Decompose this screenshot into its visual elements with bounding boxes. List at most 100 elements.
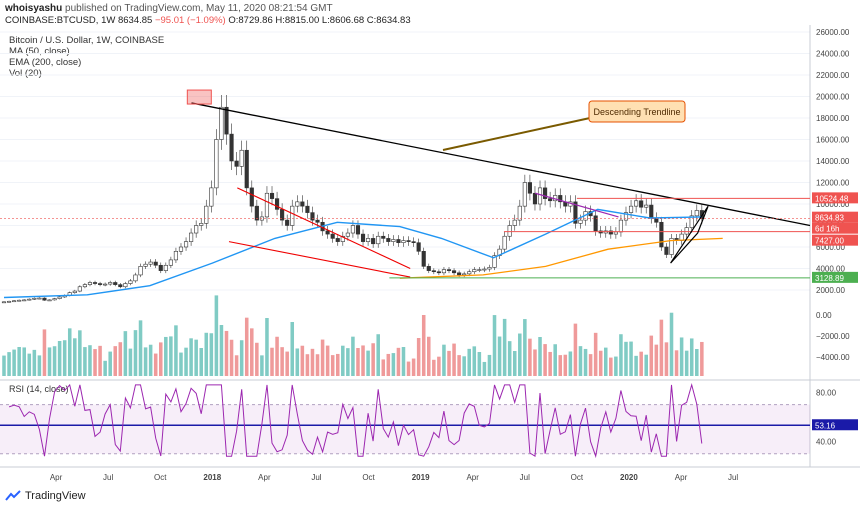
volume-axis-label: 0.00 [816,311,832,320]
ema-200-line [399,237,723,279]
candle [573,201,578,224]
candle [178,246,184,252]
candle [249,187,254,207]
volume-bar [118,342,123,376]
candle [436,271,441,274]
volume-bar [310,348,315,376]
volume-bar [108,351,112,376]
volume-bar [472,346,477,376]
rsi-value-label: 53.16 [815,421,836,430]
volume-bar [421,315,426,376]
legend-vol: Vol (20) [9,68,42,79]
volume-bar [270,347,274,376]
candle [517,205,522,221]
volume-bar [401,347,406,376]
volume-bar [78,330,82,376]
candle [608,230,613,235]
candle [87,282,93,285]
time-axis-label: Jul [311,473,321,482]
candle [472,269,477,273]
volume-bar [442,344,446,376]
candle [138,266,143,276]
publisher-name[interactable]: whoisyashu [5,3,63,14]
candle [254,205,259,221]
rsi-axis-label: 80.00 [816,388,837,397]
candle [613,231,618,235]
candle [103,283,108,286]
volume-bar [533,349,537,376]
volume-bar [609,357,613,376]
volume-axis-label: −4000.00 [816,353,850,362]
volume-bar [598,350,603,376]
candle [300,201,305,207]
candle [371,238,376,245]
volume-bar [285,351,289,376]
candle [113,282,118,285]
candle [325,230,330,235]
candle [37,297,42,300]
candle [168,259,173,266]
candle [17,299,22,302]
candle [330,233,335,239]
volume-bar [512,351,517,376]
candle [209,187,214,207]
candle [133,274,138,282]
volume-bar [260,355,264,376]
countdown-label: 6d 16h [815,225,839,234]
volume-bar [518,333,522,376]
volume-bar [502,318,507,376]
volume-bar [644,354,648,376]
volume-bar [346,348,350,376]
volume-bar [133,330,138,376]
time-axis-label: 2020 [620,473,638,482]
price-axis-label: 2000.00 [816,286,845,295]
volume-bar [219,325,224,376]
candle [477,269,482,271]
symbol-label: COINBASE:BTCUSD, 1W [5,15,116,26]
volume-bar [416,338,421,376]
volume-bar [184,347,188,376]
rsi-panel: RSI (14, close) [0,379,860,459]
volume-bar [447,350,451,376]
candle [537,187,543,205]
candle [527,182,532,194]
candle [411,241,416,243]
candle [593,215,598,232]
volume-bar [47,347,52,376]
volume-bar [123,331,128,376]
volume-bar [356,348,360,376]
candle [355,225,361,235]
volume-bar [583,348,588,376]
candle [664,246,669,255]
candle [451,270,457,274]
volume-bars [2,295,704,376]
volume-bar [558,355,563,376]
time-axis-label: Oct [154,473,167,482]
volume-bar [128,348,133,376]
tradingview-logo[interactable]: TradingView [5,490,86,502]
candle [47,299,52,302]
volume-bar [351,336,355,376]
volume-bar [214,295,219,376]
price-axis-label: 24000.00 [816,50,850,59]
candle [507,225,512,237]
volume-bar [295,348,300,376]
volume-bar [457,355,461,376]
volume-bar [57,341,62,376]
volume-bar [194,339,198,376]
ma-50-line [3,208,702,299]
volume-bar [700,341,704,376]
candle [269,192,275,199]
price-axis-label: 14000.00 [816,157,850,166]
resistance-label: 10524.48 [815,194,849,203]
volume-bar [280,347,284,376]
candle [634,200,639,207]
candle [426,266,431,271]
peak-box [186,89,212,105]
volume-bar [290,322,295,376]
price-axis-label: 16000.00 [816,136,850,145]
candle [522,182,527,207]
volume-bar [325,345,330,376]
volume-bar [234,355,239,376]
